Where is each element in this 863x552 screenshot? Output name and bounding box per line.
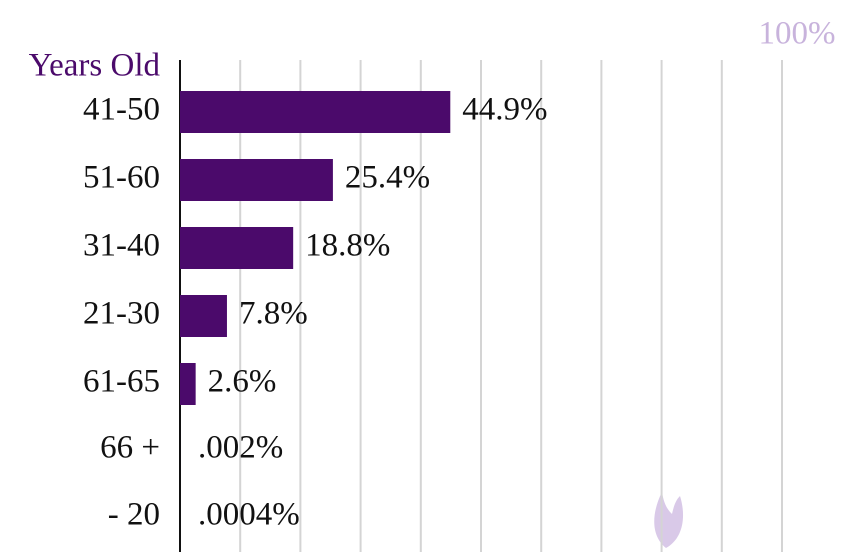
data-label: 2.6% xyxy=(208,364,277,400)
bar xyxy=(180,295,227,337)
data-label: 25.4% xyxy=(345,160,430,196)
data-label: 44.9% xyxy=(462,92,547,128)
data-label: .0004% xyxy=(198,497,300,533)
y-tick-label: 31-40 xyxy=(83,228,160,264)
bar xyxy=(180,91,451,133)
data-label: .002% xyxy=(198,430,283,466)
data-label: 18.8% xyxy=(305,228,390,264)
y-tick-label: 41-50 xyxy=(83,92,160,128)
bar xyxy=(180,227,294,269)
flame-icon xyxy=(654,492,684,548)
y-tick-label: 21-30 xyxy=(83,296,160,332)
y-axis-label: Years Old xyxy=(29,48,161,84)
bar xyxy=(180,363,196,405)
data-label: 7.8% xyxy=(239,296,308,332)
bar xyxy=(180,159,333,201)
x-tick-label: 100% xyxy=(759,16,836,52)
y-tick-label: 51-60 xyxy=(83,160,160,196)
y-tick-label: - 20 xyxy=(108,497,160,533)
y-tick-label: 61-65 xyxy=(83,364,160,400)
y-tick-label: 66 + xyxy=(100,430,160,466)
